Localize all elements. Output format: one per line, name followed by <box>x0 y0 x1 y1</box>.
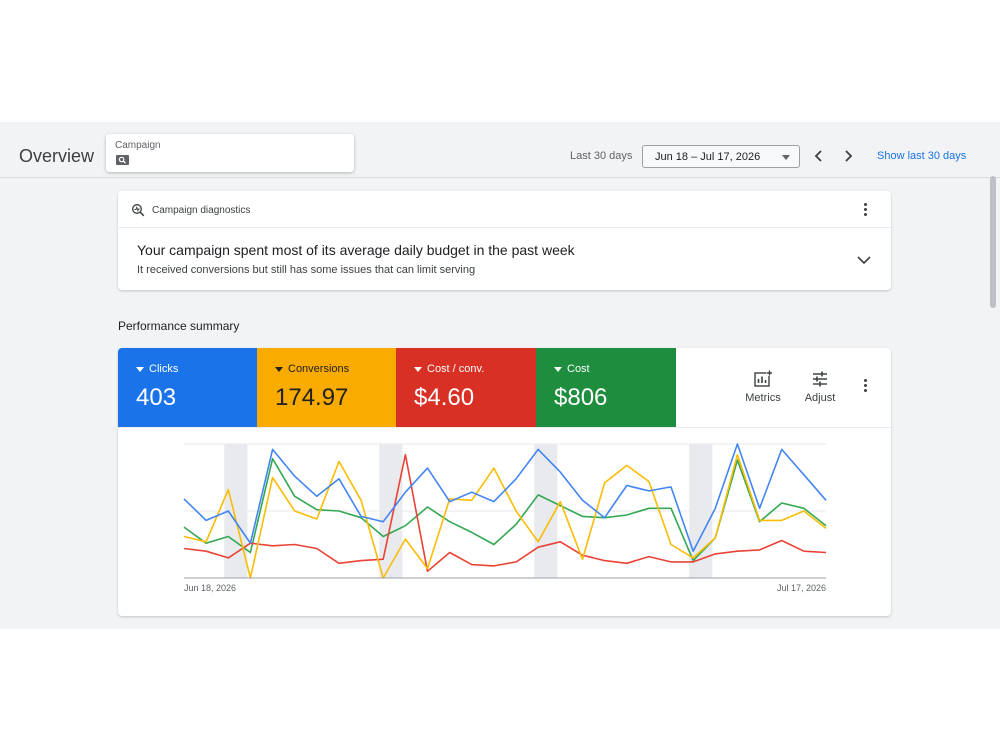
caret-down-icon <box>136 367 144 372</box>
metric-value: $4.60 <box>414 384 475 411</box>
campaign-label: Campaign <box>115 140 161 151</box>
caret-down-icon <box>275 367 283 372</box>
caret-down-icon <box>554 367 562 372</box>
performance-card: Clicks 403 Conversions 174.97 Cost / con… <box>118 348 891 616</box>
metric-value: $806 <box>554 384 608 411</box>
chart-series <box>183 443 827 579</box>
metric-value: 403 <box>136 384 177 411</box>
diagnostics-card: Campaign diagnostics Your campaign spent… <box>118 191 891 290</box>
previous-period-button[interactable] <box>809 146 829 166</box>
metric-value: 174.97 <box>275 384 349 411</box>
performance-more-options-icon[interactable] <box>858 377 874 395</box>
divider <box>118 427 891 428</box>
metric-label: Cost <box>567 363 590 375</box>
campaign-picker[interactable]: Campaign <box>106 134 354 172</box>
series-line-cost-conv <box>183 453 827 573</box>
metric-tile-cost[interactable]: Cost $806 <box>536 348 676 427</box>
overview-page: Overview Campaign Last 30 days Jun 18 – … <box>0 122 1000 629</box>
scrollbar[interactable] <box>990 176 996 308</box>
diagnostics-icon <box>132 204 145 217</box>
metric-label: Conversions <box>288 363 350 375</box>
next-period-button[interactable] <box>838 146 858 166</box>
series-line-clicks <box>183 443 827 552</box>
metric-label: Clicks <box>149 363 179 375</box>
show-last-30-days-link[interactable]: Show last 30 days <box>877 150 967 162</box>
metrics-button[interactable]: Metrics <box>742 370 784 404</box>
adjust-button[interactable]: Adjust <box>800 370 840 404</box>
caret-down-icon <box>414 367 422 372</box>
chevron-left-icon <box>814 150 822 162</box>
x-axis-start-label: Jun 18, 2026 <box>184 583 236 593</box>
metric-tile-conversions[interactable]: Conversions 174.97 <box>257 348 397 427</box>
expand-chevron-icon[interactable] <box>856 253 872 267</box>
performance-summary-title: Performance summary <box>118 319 240 333</box>
metrics-button-label: Metrics <box>745 392 781 404</box>
diagnostics-more-options-icon[interactable] <box>858 201 874 219</box>
diagnostics-headline: Your campaign spent most of its average … <box>137 242 575 258</box>
diagnostics-header: Campaign diagnostics <box>118 191 891 228</box>
tune-icon <box>813 371 827 387</box>
caret-down-icon <box>782 155 790 160</box>
diagnostics-subtext: It received conversions but still has so… <box>137 264 476 276</box>
adjust-button-label: Adjust <box>804 392 836 404</box>
date-range-value: Jun 18 – Jul 17, 2026 <box>655 151 761 163</box>
add-chart-icon <box>754 370 773 387</box>
chart-grid <box>184 443 826 512</box>
search-icon <box>116 155 129 165</box>
chevron-right-icon <box>845 150 853 162</box>
metric-tile-clicks[interactable]: Clicks 403 <box>118 348 258 427</box>
date-range-select[interactable]: Jun 18 – Jul 17, 2026 <box>642 145 800 168</box>
diagnostics-title: Campaign diagnostics <box>152 205 251 216</box>
range-label: Last 30 days <box>570 150 633 162</box>
x-axis-end-label: Jul 17, 2026 <box>777 583 826 593</box>
metric-label: Cost / conv. <box>427 363 485 375</box>
metric-tile-cost-per-conversion[interactable]: Cost / conv. $4.60 <box>396 348 536 427</box>
page-title: Overview <box>19 146 95 166</box>
performance-chart: Jun 18, 2026 Jul 17, 2026 <box>183 443 827 593</box>
header-bar: Overview Campaign Last 30 days Jun 18 – … <box>0 122 1000 178</box>
